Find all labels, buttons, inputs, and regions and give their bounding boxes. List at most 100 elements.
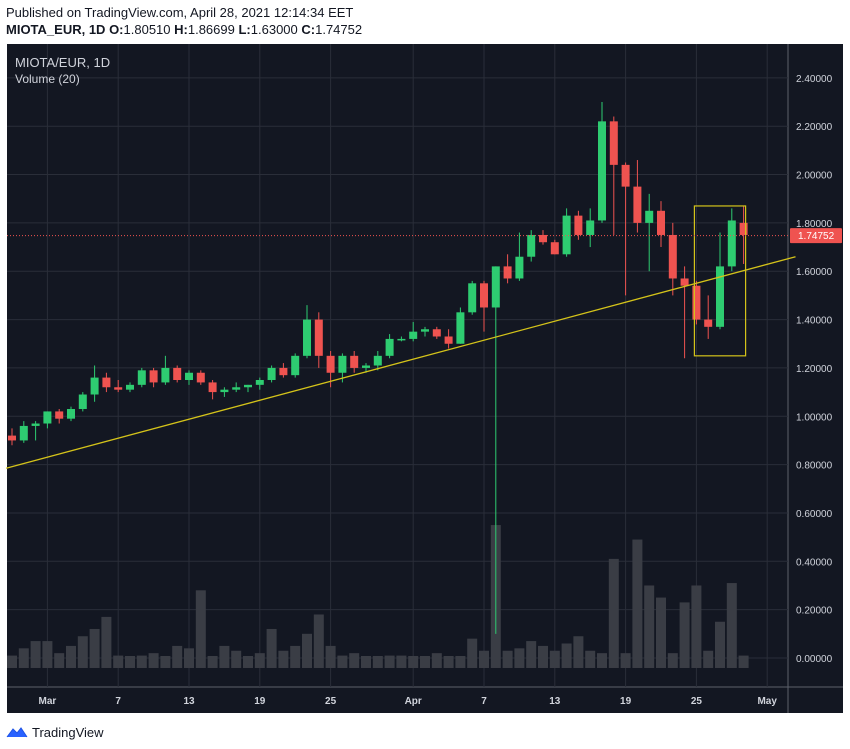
close-value: 1.74752 [315, 22, 363, 37]
volume-bar [172, 645, 183, 668]
candle-body [102, 377, 111, 388]
candle-body [586, 220, 595, 235]
chart-background [7, 44, 788, 713]
candle-body [491, 266, 500, 308]
volume-bar [703, 650, 714, 668]
candle-body [397, 338, 406, 341]
volume-bar [54, 653, 65, 668]
open-value: 1.80510 [123, 22, 171, 37]
volume-bar [219, 645, 230, 668]
candle-body [326, 355, 335, 373]
y-tick-label: 1.00000 [796, 412, 833, 423]
volume-bar [573, 636, 584, 668]
candle-body [279, 367, 288, 376]
volume-bar [136, 655, 147, 668]
candle-body [727, 220, 736, 267]
volume-bar [89, 628, 100, 668]
volume-bar [597, 653, 607, 668]
x-tick-label: Mar [39, 696, 57, 707]
volume-bar [207, 655, 218, 668]
volume-bar [384, 655, 395, 668]
volume-bar [337, 655, 348, 668]
volume-bar [313, 614, 324, 668]
candle-body [739, 222, 748, 235]
footer-brand: TradingView [32, 724, 104, 740]
volume-bar [160, 655, 171, 668]
y-tick-label: 0.40000 [796, 557, 833, 568]
volume-bar [738, 655, 749, 668]
volume-bar [349, 653, 360, 668]
candle-body [55, 411, 64, 419]
candle-body [126, 384, 134, 390]
candle-body [645, 210, 654, 223]
candle-body [633, 186, 642, 223]
volume-bar [443, 655, 454, 668]
volume-bar [561, 643, 572, 668]
candle-body [574, 215, 583, 235]
candle-body [503, 266, 512, 279]
x-tick-label: 13 [549, 696, 561, 707]
volume-bar [632, 539, 643, 668]
low-label: L: [238, 22, 251, 37]
volume-bar [18, 648, 29, 668]
volume-bar [538, 645, 548, 668]
y-tick-label: 1.20000 [796, 364, 833, 375]
candle-body [680, 278, 689, 286]
highlight-box[interactable] [693, 205, 747, 357]
legend-title: MIOTA/EUR, 1D [15, 55, 110, 70]
candle-body [468, 283, 477, 313]
candle-body [385, 338, 394, 356]
volume-bar [231, 650, 242, 668]
x-tick-label: 25 [325, 696, 337, 707]
y-tick-label: 0.20000 [796, 606, 833, 617]
volume-bar [66, 645, 76, 668]
volume-bar [726, 583, 737, 668]
close-label: C: [301, 22, 316, 37]
trendline[interactable] [5, 256, 796, 469]
volume-bar [691, 585, 702, 668]
x-tick-label: 25 [691, 696, 703, 707]
price-chart[interactable]: 2.40000 2.20000 2.00000 1.80000 1.60000 1.400… [0, 42, 850, 716]
candle-body [161, 367, 170, 383]
candle-body [527, 234, 536, 257]
low-value: 1.63000 [250, 22, 298, 37]
price-axis-background [788, 44, 843, 713]
candle-body [668, 234, 677, 279]
candle-body [456, 312, 465, 344]
volume-bar [679, 602, 690, 668]
candle-body [338, 355, 347, 373]
volume-bar [290, 645, 301, 668]
candle-body [196, 372, 205, 383]
volume-bar [431, 653, 442, 668]
candle-body [114, 387, 123, 390]
volume-bar [7, 655, 17, 668]
volume-bar [644, 585, 655, 668]
candle-body [562, 215, 571, 255]
volume-bar [125, 655, 135, 668]
candle-body [208, 382, 217, 393]
x-tick-label: 19 [620, 696, 632, 707]
y-tick-label: 0.60000 [796, 509, 833, 520]
y-tick-label: 2.40000 [796, 74, 833, 85]
y-tick-label: 0.00000 [796, 654, 833, 665]
candle-body [220, 389, 229, 393]
y-tick-label: 1.80000 [796, 219, 833, 230]
volume-bar [266, 628, 277, 668]
volume-bar [325, 645, 336, 668]
volume-bar [361, 655, 371, 668]
volume-bar [408, 655, 419, 668]
y-tick-label: 1.40000 [796, 316, 833, 327]
volume-bar [526, 641, 537, 668]
x-tick-label: 7 [115, 696, 121, 707]
candle-body [692, 285, 701, 320]
volume-bar [514, 648, 525, 668]
volume-bar [184, 648, 194, 668]
candle-body [43, 411, 52, 424]
candle-body [137, 370, 146, 385]
candle-body [373, 355, 382, 366]
candle-body [598, 121, 606, 221]
high-label: H: [174, 22, 188, 37]
x-tick-label: 7 [481, 696, 487, 707]
legend-volume: Volume (20) [15, 72, 80, 86]
candle-body [255, 380, 264, 385]
